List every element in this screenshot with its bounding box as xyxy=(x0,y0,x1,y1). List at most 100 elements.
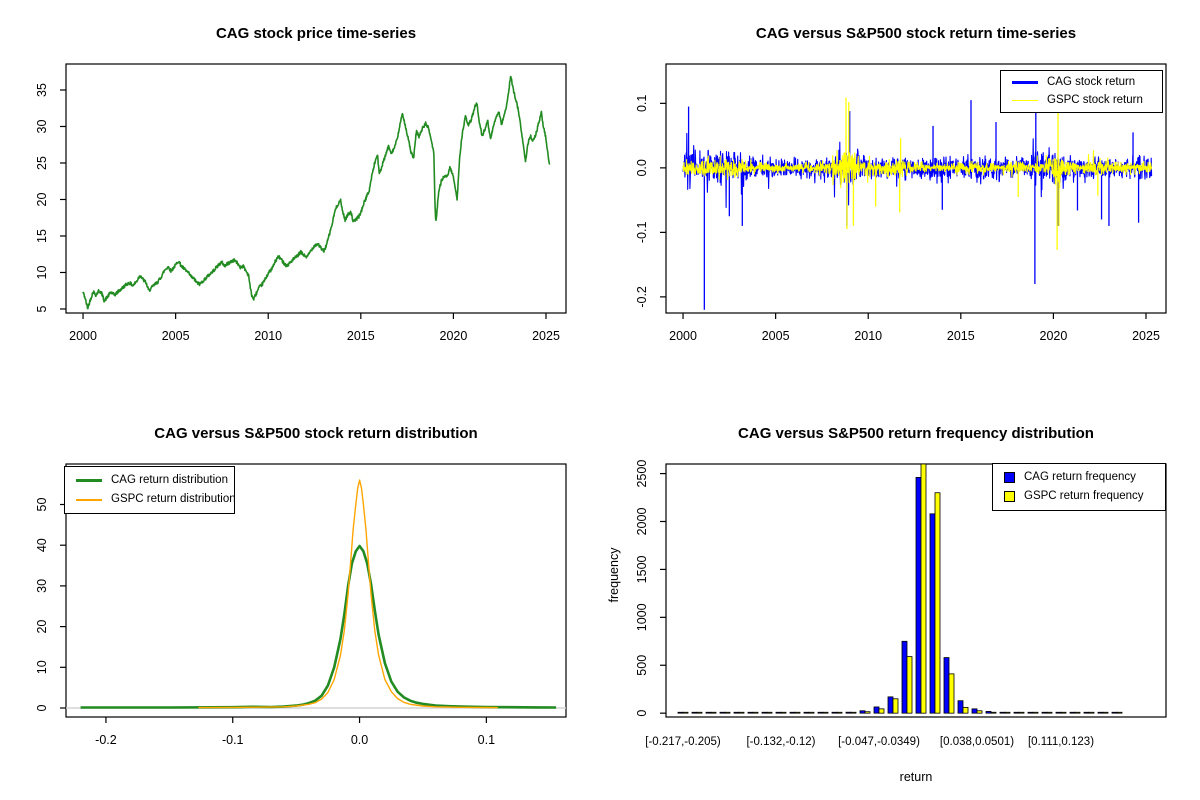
bar-cag-return-frequency xyxy=(747,711,754,714)
plot-box xyxy=(665,63,1167,314)
legend-histogram: CAG return frequency GSPC return frequen… xyxy=(992,463,1166,511)
bar-gspc-return-frequency xyxy=(738,711,745,714)
legend-label: CAG return distribution xyxy=(111,473,228,486)
bar-cag-return-frequency xyxy=(789,711,796,714)
x-tick-label: 2015 xyxy=(947,329,975,343)
y-tick-label: 50 xyxy=(35,497,49,511)
bar-gspc-return-frequency xyxy=(892,698,899,714)
y-tick-label: 10 xyxy=(35,265,49,279)
y-tick-label: 0 xyxy=(35,704,49,711)
y-tick-label: 2500 xyxy=(635,460,649,488)
legend-line-swatch-gspc-distribution xyxy=(76,499,102,501)
panel-returns-chart: 2000 2005 2010 2015 2020 2025 0.1 0.0 -0.1 -0.2 C… xyxy=(600,0,1200,400)
legend-label: CAG stock return xyxy=(1047,76,1136,88)
x-tick-label: 2010 xyxy=(254,329,282,343)
bar-gspc-return-frequency xyxy=(1116,711,1123,714)
bar-cag-return-frequency xyxy=(691,711,698,714)
bar-cag-return-frequency xyxy=(1097,711,1104,714)
bar-cag-return-frequency xyxy=(901,640,908,714)
density-line-chart: -0.2 -0.1 0.0 0.1 0 10 20 30 40 50 xyxy=(35,463,567,747)
y-tick-label: 0.1 xyxy=(635,95,649,112)
bar-gspc-return-frequency xyxy=(724,711,731,714)
bar-cag-return-frequency xyxy=(1083,711,1090,714)
plot-box xyxy=(665,463,1167,718)
bar-cag-return-frequency xyxy=(929,513,936,714)
bar-cag-return-frequency xyxy=(985,711,992,714)
y-tick-label: 0.0 xyxy=(635,159,649,176)
x-tick-label: 2020 xyxy=(440,329,468,343)
legend-item-gspc-distribution: GSPC return distribution xyxy=(65,493,236,506)
bar-cag-return-frequency xyxy=(887,696,894,714)
legend-line-swatch-gspc-return xyxy=(1012,99,1038,102)
x-tick-label: 2000 xyxy=(69,329,97,343)
bar-gspc-return-frequency xyxy=(864,711,871,714)
y-tick-label: 5 xyxy=(35,305,49,312)
y-tick-label: 1000 xyxy=(635,603,649,631)
bar-cag-return-frequency xyxy=(775,711,782,714)
bar-cag-return-frequency xyxy=(859,710,866,714)
legend-item-cag-distribution: CAG return distribution xyxy=(65,474,234,487)
y-tick-label: 40 xyxy=(35,538,49,552)
y-tick-label: -0.1 xyxy=(635,222,649,244)
bar-gspc-return-frequency xyxy=(962,707,969,714)
x-tick-label: 0.1 xyxy=(478,733,495,747)
bar-gspc-return-frequency xyxy=(990,711,997,714)
axes: 2000 2005 2010 2015 2020 2025 0.1 0.0 -0.1 -0.2 xyxy=(635,63,1167,343)
x-axis-label-return: return xyxy=(899,770,933,784)
noise-band xyxy=(682,150,1153,189)
x-bin-label: [-0.217,-0.205) xyxy=(645,736,721,748)
bar-cag-return-frequency xyxy=(1111,711,1118,714)
bar-gspc-return-frequency xyxy=(710,711,717,714)
bar-gspc-return-frequency xyxy=(976,710,983,714)
bar-gspc-return-frequency xyxy=(808,711,815,714)
x-tick-label: -0.2 xyxy=(95,733,117,747)
noise-band xyxy=(682,132,1153,209)
y-tick-label: 10 xyxy=(35,660,49,674)
chart-title-price: CAG stock price time-series xyxy=(215,25,417,42)
bar-cag-return-frequency xyxy=(957,700,964,714)
bar-gspc-return-frequency xyxy=(1074,711,1081,714)
chart-title-returns: CAG versus S&P500 stock return time-seri… xyxy=(755,25,1077,42)
y-tick-label: 2000 xyxy=(635,508,649,536)
x-tick-label: 2020 xyxy=(1040,329,1068,343)
legend-square-swatch-gspc-frequency xyxy=(1004,491,1015,503)
legend-item-gspc-return: GSPC stock return xyxy=(1001,94,1162,107)
bar-gspc-return-frequency xyxy=(1018,711,1025,714)
legend-label: GSPC stock return xyxy=(1047,94,1143,106)
bar-cag-return-frequency xyxy=(1013,711,1020,714)
x-tick-label: 2025 xyxy=(1132,329,1160,343)
legend-density: CAG return distribution GSPC return dist… xyxy=(64,466,236,514)
bar-cag-return-frequency xyxy=(677,711,684,714)
bar-cag-return-frequency xyxy=(1055,711,1062,714)
series-gspc-return-distribution xyxy=(198,479,498,709)
bar-gspc-return-frequency xyxy=(1032,711,1039,714)
bar-cag-return-frequency xyxy=(999,711,1006,714)
bar-gspc-return-frequency xyxy=(906,656,913,714)
x-tick-label: 0.0 xyxy=(351,733,368,747)
bar-cag-return-frequency xyxy=(831,711,838,714)
x-bin-label: [-0.132,-0.12) xyxy=(746,736,815,748)
legend-item-cag-frequency: CAG return frequency xyxy=(993,471,1165,484)
bar-gspc-return-frequency xyxy=(934,492,941,714)
bar-gspc-return-frequency xyxy=(920,463,927,714)
legend-label: GSPC return distribution xyxy=(111,493,236,506)
x-bin-label: [-0.047,-0.0349) xyxy=(838,736,920,748)
bar-cag-return-frequency xyxy=(943,657,950,714)
x-tick-label: 2025 xyxy=(532,329,560,343)
series-cag-return-distribution xyxy=(80,544,557,709)
bar-gspc-return-frequency xyxy=(1060,711,1067,714)
y-tick-label: 500 xyxy=(635,655,649,676)
panel-density-chart: -0.2 -0.1 0.0 0.1 0 10 20 30 40 50 CAG versus S&P… xyxy=(0,400,600,800)
bar-gspc-return-frequency xyxy=(836,711,843,714)
y-tick-label: 25 xyxy=(35,156,49,170)
y-tick-label: 15 xyxy=(35,229,49,243)
bar-cag-return-frequency xyxy=(845,711,852,714)
histogram-bars xyxy=(677,463,1123,714)
y-tick-label: 30 xyxy=(35,119,49,133)
y-axis-label-frequency: frequency xyxy=(607,547,621,603)
bar-gspc-return-frequency xyxy=(780,711,787,714)
axes: -0.2 -0.1 0.0 0.1 0 10 20 30 40 50 xyxy=(35,463,567,747)
series-cag-stock-price xyxy=(82,75,551,310)
